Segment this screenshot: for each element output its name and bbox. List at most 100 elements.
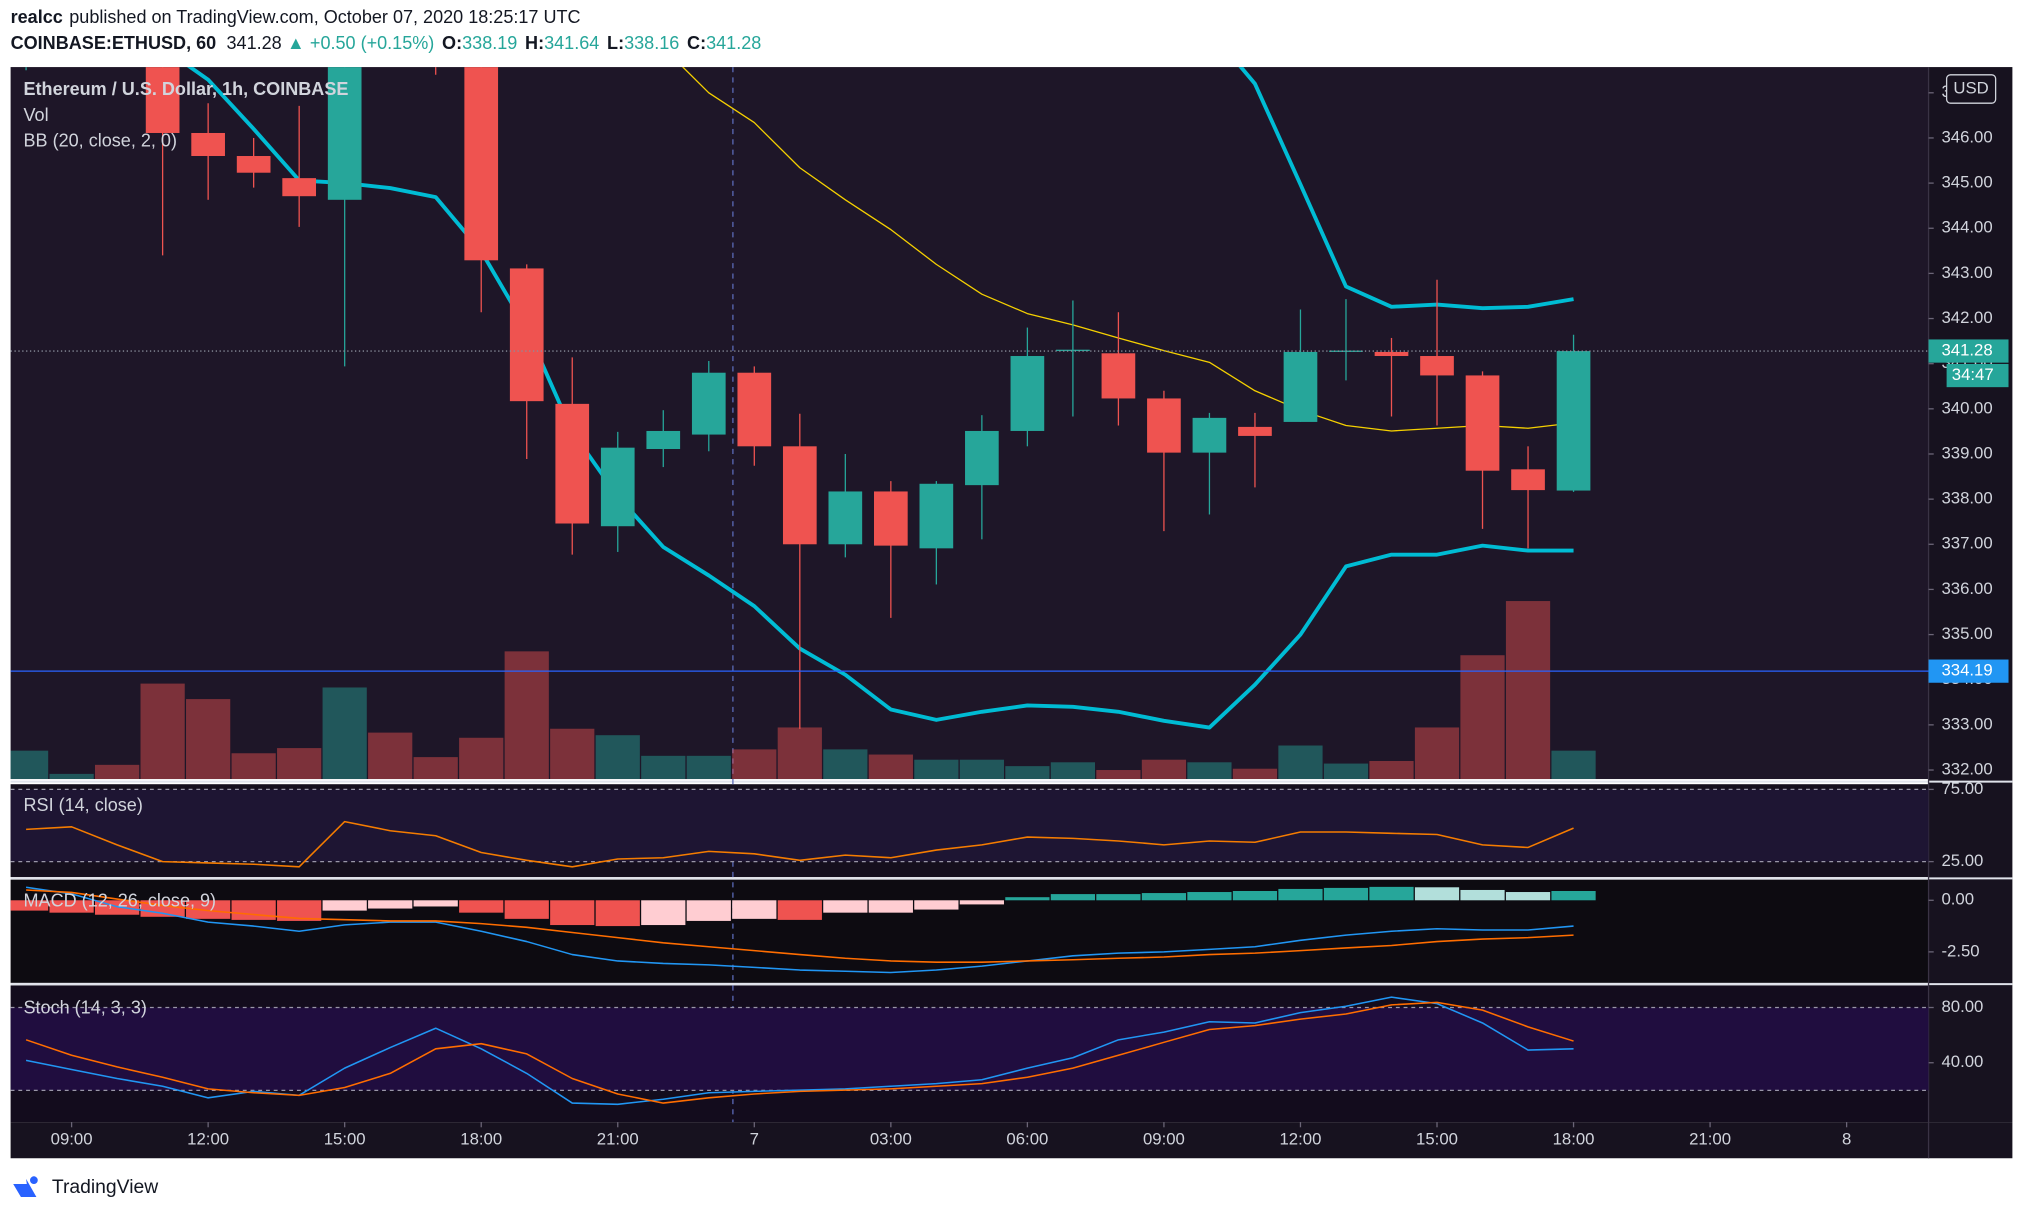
histogram-bar bbox=[641, 900, 686, 926]
candle-body bbox=[600, 447, 635, 527]
volume-bar bbox=[550, 728, 595, 780]
x-tick-label: 12:00 bbox=[1280, 1130, 1322, 1149]
published: published on TradingView.com, October 07… bbox=[69, 7, 580, 27]
histogram-bar bbox=[914, 900, 959, 910]
volume-bar bbox=[1551, 750, 1596, 780]
histogram-bar bbox=[1141, 893, 1187, 901]
header-line: realcc published on TradingView.com, Octo… bbox=[11, 7, 581, 27]
histogram-bar bbox=[1323, 887, 1369, 901]
y-tick-label: 337.00 bbox=[1941, 534, 1992, 553]
histogram-bar bbox=[459, 900, 504, 913]
x-tick-label: 06:00 bbox=[1006, 1130, 1048, 1149]
y-tick-label: 75.00 bbox=[1941, 779, 1983, 798]
candle-body bbox=[691, 372, 726, 435]
legend-macd: MACD (12, 26, close, 9) bbox=[24, 890, 217, 910]
ohlc-value: 338.19 bbox=[462, 33, 517, 53]
line bbox=[26, 889, 1574, 963]
x-tick-label: 15:00 bbox=[324, 1130, 366, 1149]
candle-body bbox=[555, 403, 590, 524]
currency: USD bbox=[1953, 78, 1988, 97]
ohlc-value: 341.64 bbox=[544, 33, 599, 53]
band-fill bbox=[10, 1007, 1929, 1091]
histogram-bar bbox=[231, 900, 276, 920]
histogram-bar bbox=[322, 900, 367, 911]
x-tick-label: 15:00 bbox=[1416, 1130, 1458, 1149]
volume-bar bbox=[504, 651, 549, 780]
candle-body bbox=[919, 483, 954, 549]
candle-body bbox=[1238, 426, 1272, 436]
candle-body bbox=[1420, 356, 1454, 376]
volume-bar bbox=[959, 759, 1004, 780]
volume-bar bbox=[686, 755, 731, 780]
volume-bar bbox=[641, 755, 686, 780]
candle-body bbox=[191, 132, 225, 157]
x-tick-label: 7 bbox=[750, 1130, 759, 1149]
volume-bar bbox=[1414, 727, 1460, 780]
histogram-bar bbox=[186, 900, 231, 919]
logo-icon bbox=[13, 1176, 38, 1197]
histogram-bar bbox=[1278, 888, 1323, 901]
price-label-box bbox=[1928, 659, 2009, 683]
volume-bar bbox=[49, 773, 94, 780]
y-tick-label: 345.00 bbox=[1941, 173, 1992, 192]
pane-plot bbox=[10, 996, 1929, 1106]
volume-bar bbox=[1460, 655, 1505, 780]
volume-bar bbox=[94, 764, 140, 780]
histogram-bar bbox=[49, 900, 94, 913]
histogram-bar bbox=[1369, 886, 1414, 901]
volume-bar bbox=[1141, 759, 1187, 780]
histogram-bar bbox=[595, 900, 640, 927]
line bbox=[25, 886, 1574, 974]
volume-bar bbox=[1505, 601, 1551, 780]
volume-bar bbox=[1096, 770, 1141, 780]
y-tick-label: 342.00 bbox=[1941, 308, 1992, 327]
histogram-bar bbox=[777, 900, 822, 920]
candle-body bbox=[464, 67, 499, 261]
candle-body bbox=[1374, 351, 1409, 357]
line bbox=[1238, 67, 1574, 311]
histogram-bar bbox=[277, 900, 322, 921]
volume-bar bbox=[1278, 745, 1323, 780]
candle-body bbox=[1010, 356, 1045, 431]
band-fill bbox=[10, 789, 1929, 862]
volume-bar bbox=[777, 727, 822, 780]
volume-bar bbox=[186, 699, 231, 780]
histogram-bar bbox=[1414, 887, 1460, 901]
histogram-bar bbox=[550, 900, 595, 926]
y-tick-label: 343.00 bbox=[1941, 263, 1992, 282]
histogram-bar bbox=[1460, 889, 1505, 901]
y-tick-label: 346.00 bbox=[1941, 127, 1992, 146]
ohlc-label: O: bbox=[442, 33, 462, 53]
price-label: 334.19 bbox=[1941, 661, 1992, 680]
x-tick-label: 03:00 bbox=[870, 1130, 912, 1149]
ohlc-value: 338.16 bbox=[624, 33, 679, 53]
x-tick-label: 12:00 bbox=[187, 1130, 229, 1149]
ohlc-label: H: bbox=[525, 33, 544, 53]
y-tick-label: 332.00 bbox=[1941, 759, 1992, 778]
line bbox=[26, 820, 1574, 868]
candle-body bbox=[874, 491, 908, 546]
pane-plot bbox=[10, 67, 1596, 780]
y-tick-label: 339.00 bbox=[1941, 443, 1992, 462]
histogram-bar bbox=[1005, 897, 1050, 901]
y-tick-label: 336.00 bbox=[1941, 579, 1992, 598]
volume-bar bbox=[140, 683, 185, 780]
symbol-line: COINBASE:ETHUSD, 60 341.28 ▲ +0.50 (+0.15%)… bbox=[11, 33, 762, 53]
x-tick-label: 18:00 bbox=[460, 1130, 502, 1149]
main-pane bbox=[10, 67, 1929, 780]
y-tick-label: 338.00 bbox=[1941, 489, 1992, 508]
candle-body bbox=[145, 67, 180, 133]
y-tick-label: 40.00 bbox=[1941, 1052, 1983, 1071]
volume-bar bbox=[10, 750, 49, 780]
histogram-bar bbox=[959, 900, 1004, 905]
x-tick-label: 21:00 bbox=[1689, 1130, 1731, 1149]
candle-body bbox=[965, 430, 999, 486]
volume-bar bbox=[322, 687, 367, 780]
candle-body bbox=[509, 268, 544, 402]
y-tick-label: 333.00 bbox=[1941, 714, 1992, 733]
ohlc-value: 341.28 bbox=[706, 33, 761, 53]
histogram-bar bbox=[368, 900, 413, 909]
currency-box[interactable] bbox=[1945, 74, 1997, 104]
